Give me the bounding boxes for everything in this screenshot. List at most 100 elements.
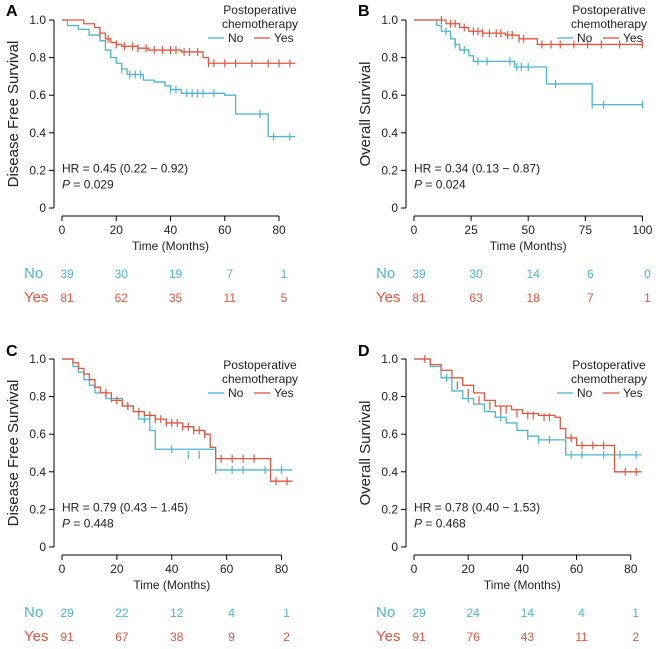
legend-title: Postoperative — [223, 3, 297, 17]
risk-count-no: 7 — [226, 267, 233, 281]
p-value: = 0.448 — [70, 516, 114, 530]
p-value-text: P = 0.468 — [414, 516, 466, 530]
risk-label-yes: Yes — [24, 628, 48, 645]
legend-label-no: No — [228, 386, 244, 400]
x-tick-label: 40 — [164, 223, 178, 237]
legend-label-no: No — [577, 386, 593, 400]
risk-count-yes: 91 — [60, 630, 74, 644]
panel-c: C 0 0.2 0.4 0.6 0.8 1.0 Disease Free Survival 0 2… — [5, 343, 298, 645]
y-tick-label: 0.6 — [29, 427, 46, 441]
risk-count-no: 24 — [467, 606, 481, 620]
risk-count-yes: 2 — [632, 630, 639, 644]
survival-curve-no — [62, 358, 293, 471]
risk-count-no: 1 — [283, 606, 290, 620]
x-tick-label: 80 — [272, 223, 286, 237]
x-tick-label: 80 — [624, 562, 638, 576]
hazard-ratio-text: HR = 0.34 (0.13 − 0.87) — [414, 161, 540, 175]
risk-count-no: 30 — [115, 267, 129, 281]
risk-label-yes: Yes — [24, 289, 48, 306]
survival-curve-yes — [62, 19, 296, 64]
legend-label-no: No — [577, 31, 593, 45]
legend-title: Postoperative — [572, 3, 646, 17]
y-tick-label: 0.6 — [381, 427, 398, 441]
legend-title: chemotherapy — [222, 17, 298, 31]
risk-count-yes: 91 — [412, 630, 426, 644]
risk-count-yes: 2 — [283, 630, 290, 644]
y-axis-label: Overall Survival — [357, 400, 374, 505]
panel-letter-a: A — [6, 3, 18, 20]
y-axis-label: Overall Survival — [357, 61, 374, 166]
risk-count-yes: 5 — [281, 291, 288, 305]
hazard-ratio-text: HR = 0.78 (0.40 − 1.53) — [414, 500, 540, 514]
panel-a: A 0 0.2 0.4 0.6 0.8 1.0 Disease Free Survival 0 2… — [5, 3, 298, 306]
y-tick-label: 0.6 — [29, 88, 46, 102]
risk-count-no: 12 — [170, 606, 184, 620]
risk-count-yes: 1 — [644, 291, 651, 305]
legend-label-yes: Yes — [623, 31, 643, 45]
risk-count-no: 14 — [521, 606, 535, 620]
legend-title: chemotherapy — [571, 372, 647, 386]
y-tick-label: 0.8 — [29, 51, 46, 65]
y-tick-label: 0 — [39, 201, 46, 215]
risk-count-no: 29 — [412, 606, 426, 620]
x-tick-label: 0 — [59, 223, 66, 237]
legend-label-yes: Yes — [623, 386, 643, 400]
risk-label-no: No — [376, 265, 395, 282]
legend-title: chemotherapy — [222, 372, 298, 386]
risk-count-yes: 81 — [412, 291, 426, 305]
risk-count-yes: 62 — [115, 291, 129, 305]
x-tick-label: 80 — [275, 562, 289, 576]
risk-count-no: 22 — [115, 606, 129, 620]
risk-label-no: No — [376, 604, 395, 621]
y-tick-label: 0.4 — [29, 126, 46, 140]
risk-count-yes: 11 — [575, 630, 588, 644]
legend-title: Postoperative — [223, 358, 297, 372]
y-tick-label: 0.8 — [29, 390, 46, 404]
p-value: = 0.029 — [70, 177, 114, 191]
y-tick-label: 1.0 — [29, 352, 46, 366]
y-tick-label: 0.4 — [29, 465, 46, 479]
risk-count-yes: 38 — [170, 630, 184, 644]
x-tick-label: 20 — [462, 562, 476, 576]
y-tick-label: 0.8 — [381, 390, 398, 404]
x-tick-label: 0 — [411, 562, 418, 576]
risk-count-yes: 63 — [469, 291, 483, 305]
panel-d: D 0 0.2 0.4 0.6 0.8 1.0 Overall Survival 0 20 40 60… — [357, 343, 647, 645]
p-symbol: P — [414, 177, 422, 191]
y-tick-label: 1.0 — [381, 13, 398, 27]
p-symbol: P — [62, 516, 70, 530]
x-tick-label: 20 — [110, 223, 124, 237]
y-axis-label: Disease Free Survival — [5, 380, 22, 527]
p-value: = 0.024 — [422, 177, 466, 191]
y-tick-label: 0 — [39, 540, 46, 554]
y-tick-label: 0 — [391, 540, 398, 554]
y-tick-label: 0.8 — [381, 51, 398, 65]
x-tick-label: 60 — [218, 223, 232, 237]
x-tick-label: 0 — [411, 223, 418, 237]
risk-count-no: 39 — [60, 267, 74, 281]
legend-title: Postoperative — [572, 358, 646, 372]
x-tick-label: 40 — [516, 562, 530, 576]
risk-count-yes: 43 — [521, 630, 535, 644]
panel-b: B 0 0.2 0.4 0.6 0.8 1.0 Overall Survival 0 25 50 75… — [357, 3, 653, 306]
risk-count-no: 4 — [228, 606, 235, 620]
x-tick-label: 0 — [59, 562, 66, 576]
y-tick-label: 0.4 — [381, 126, 398, 140]
risk-count-yes: 35 — [169, 291, 183, 305]
risk-count-no: 1 — [281, 267, 288, 281]
y-tick-label: 1.0 — [381, 352, 398, 366]
legend-label-yes: Yes — [274, 386, 294, 400]
x-axis-label: Time (Months) — [133, 578, 210, 592]
risk-count-yes: 76 — [467, 630, 481, 644]
legend-label-no: No — [228, 31, 244, 45]
risk-count-no: 4 — [578, 606, 585, 620]
y-tick-label: 0.2 — [29, 163, 46, 177]
survival-curve-no — [62, 19, 296, 138]
risk-count-no: 39 — [412, 267, 426, 281]
risk-label-yes: Yes — [376, 289, 400, 306]
panel-letter-d: D — [358, 343, 370, 360]
risk-label-no: No — [24, 604, 43, 621]
y-tick-label: 0.2 — [29, 502, 46, 516]
survival-curve-no — [414, 19, 643, 106]
